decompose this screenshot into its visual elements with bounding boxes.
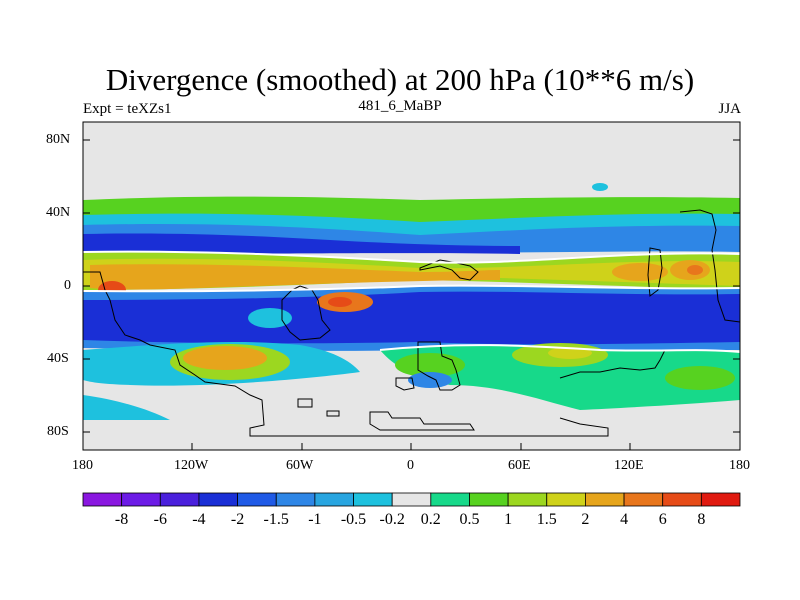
season-label: JJA xyxy=(718,101,741,117)
colorbar xyxy=(82,492,741,507)
y-tick-label-40s: 40S xyxy=(47,351,69,366)
plot-title: Divergence (smoothed) at 200 hPa (10**6 … xyxy=(105,62,695,97)
colorbar-label: -2 xyxy=(230,511,245,528)
colorbar-swatch xyxy=(353,492,393,507)
colorbar-swatch xyxy=(662,492,702,507)
colorbar-swatch xyxy=(391,492,432,507)
x-tick-label-0: 0 xyxy=(407,458,414,473)
y-axis-ticks xyxy=(83,139,740,433)
colorbar-label: -6 xyxy=(153,511,167,528)
colorbar-swatch xyxy=(430,492,470,507)
colorbar-swatch xyxy=(507,492,548,507)
x-tick-label-120w: 120W xyxy=(174,458,209,473)
colorbar-swatch xyxy=(546,492,586,507)
map-panel xyxy=(83,122,740,450)
colorbar-label: -1 xyxy=(308,511,322,528)
colorbar-label: 2 xyxy=(581,511,590,528)
case-label: 481_6_MaBP xyxy=(358,98,442,114)
x-tick-label-180e: 180 xyxy=(729,458,750,473)
colorbar-swatch xyxy=(314,492,354,507)
colorbar-swatch xyxy=(275,492,316,507)
colorbar-label: -4 xyxy=(192,511,206,528)
colorbar-label: 8 xyxy=(697,511,706,528)
colorbar-label: 4 xyxy=(620,511,629,528)
colorbar-label: 1 xyxy=(504,511,513,528)
colorbar-label: 6 xyxy=(658,511,667,528)
colorbar-label: -0.2 xyxy=(379,511,405,528)
colorbar-swatch xyxy=(237,492,277,507)
colorbar-label: -0.5 xyxy=(340,511,367,528)
colorbar-swatch xyxy=(700,492,741,507)
y-tick-label-0: 0 xyxy=(64,278,71,293)
colorbar-label: -1.5 xyxy=(263,511,289,528)
colorbar-label: 0.2 xyxy=(420,511,441,528)
y-tick-label-80s: 80S xyxy=(47,424,69,439)
x-tick-label-60e: 60E xyxy=(508,458,531,473)
colorbar-swatch xyxy=(121,492,161,507)
colorbar-swatch xyxy=(585,492,625,507)
colorbar-label: 0.5 xyxy=(459,511,480,528)
x-tick-label-60w: 60W xyxy=(286,458,314,473)
x-axis-ticks xyxy=(82,443,741,450)
colorbar-swatch xyxy=(623,492,664,507)
colorbar-swatch xyxy=(159,492,200,507)
x-tick-label-120e: 120E xyxy=(614,458,644,473)
colorbar-label: 1.5 xyxy=(536,511,557,528)
colorbar-swatch xyxy=(82,492,123,507)
y-tick-label-80n: 80N xyxy=(46,132,71,147)
x-tick-label-180w: 180 xyxy=(72,458,93,473)
y-tick-label-40n: 40N xyxy=(46,205,71,220)
colorbar-swatch xyxy=(469,492,509,507)
colorbar-label: -8 xyxy=(114,511,129,528)
experiment-label: Expt = teXZs1 xyxy=(83,101,172,117)
colorbar-swatch xyxy=(198,492,238,507)
